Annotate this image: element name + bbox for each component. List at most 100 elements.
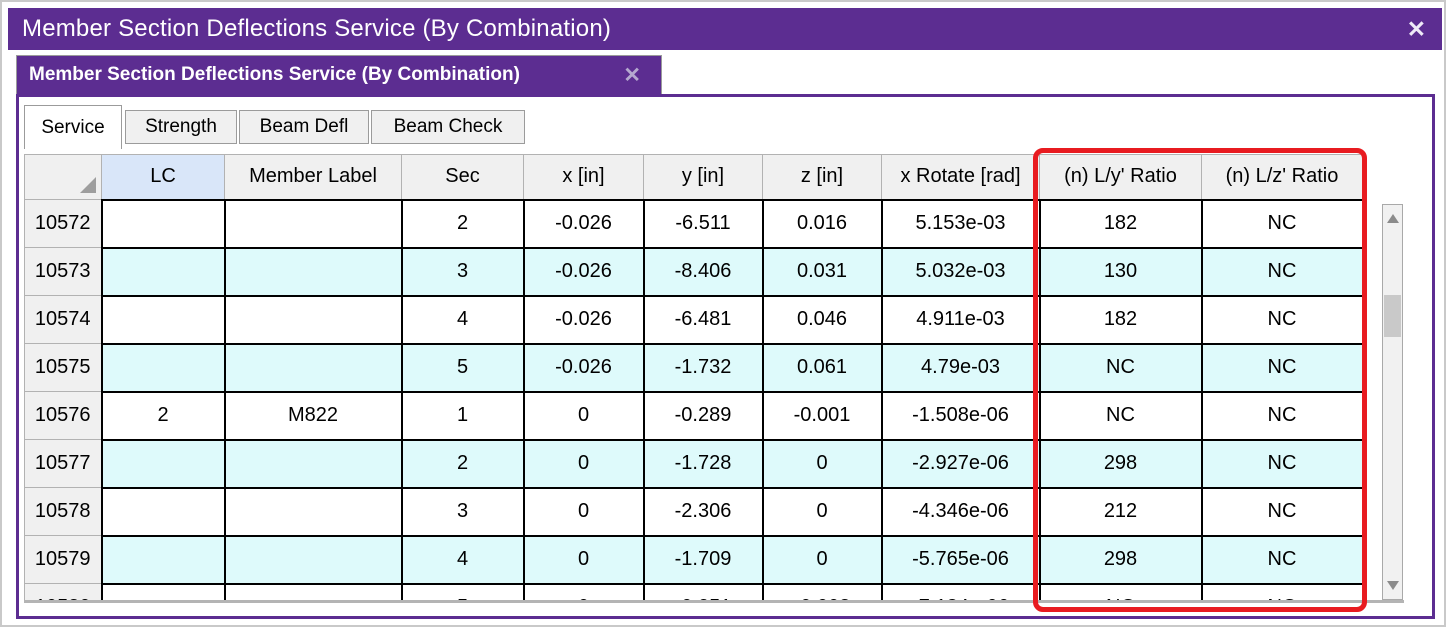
grid-cell[interactable]: 5.032e-03 — [880, 246, 1041, 297]
grid-cell[interactable]: 0 — [522, 438, 645, 489]
grid-cell[interactable]: 4 — [400, 534, 525, 585]
grid-cell[interactable]: -7.184e-06 — [880, 582, 1041, 600]
grid-cell[interactable] — [100, 246, 226, 297]
tab-strength[interactable]: Strength — [125, 110, 237, 144]
tab-beam-check[interactable]: Beam Check — [371, 110, 525, 144]
grid-cell[interactable]: -8.406 — [642, 246, 764, 297]
grid-cell[interactable] — [100, 438, 226, 489]
grid-col-header[interactable]: (n) L/y' Ratio — [1039, 154, 1202, 200]
grid-cell[interactable] — [223, 534, 403, 585]
grid-cell[interactable]: 2 — [100, 390, 226, 441]
grid-cell[interactable]: 1 — [400, 390, 525, 441]
grid-cell[interactable]: 0 — [761, 438, 883, 489]
grid-cell[interactable]: 182 — [1038, 294, 1203, 345]
grid-cell[interactable]: 3 — [400, 486, 525, 537]
grid-cell[interactable]: NC — [1200, 486, 1364, 537]
grid-cell[interactable]: -0.026 — [522, 246, 645, 297]
grid-cell[interactable]: 182 — [1038, 198, 1203, 249]
row-header-cell[interactable]: 10572 — [24, 199, 102, 248]
grid-cell[interactable]: M822 — [223, 390, 403, 441]
grid-cell[interactable]: -1.508e-06 — [880, 390, 1041, 441]
row-header-cell[interactable]: 10573 — [24, 247, 102, 296]
grid-cell[interactable]: 4.911e-03 — [880, 294, 1041, 345]
grid-cell[interactable]: -0.251 — [642, 582, 764, 600]
grid-cell[interactable]: 0 — [522, 534, 645, 585]
grid-cell[interactable] — [223, 294, 403, 345]
grid-cell[interactable] — [223, 582, 403, 600]
grid-cell[interactable]: NC — [1200, 342, 1364, 393]
grid-cell[interactable]: NC — [1200, 582, 1364, 600]
tab-service[interactable]: Service — [24, 105, 122, 149]
grid-cell[interactable]: 4.79e-03 — [880, 342, 1041, 393]
grid-cell[interactable]: 0 — [522, 582, 645, 600]
grid-cell[interactable]: 4 — [400, 294, 525, 345]
grid-cell[interactable]: 2 — [400, 198, 525, 249]
grid-cell[interactable]: -5.765e-06 — [880, 534, 1041, 585]
grid-cell[interactable]: 0.061 — [761, 342, 883, 393]
grid-cell[interactable] — [223, 198, 403, 249]
grid-cell[interactable]: 130 — [1038, 246, 1203, 297]
grid-col-header[interactable]: Member Label — [224, 154, 402, 200]
grid-cell[interactable]: -0.003 — [761, 582, 883, 600]
grid-cell[interactable]: -6.481 — [642, 294, 764, 345]
scroll-down-icon[interactable] — [1387, 581, 1399, 590]
row-header-cell[interactable]: 10578 — [24, 487, 102, 536]
row-header-cell[interactable]: 10576 — [24, 391, 102, 440]
grid-cell[interactable]: 0.046 — [761, 294, 883, 345]
grid-cell[interactable]: 5 — [400, 582, 525, 600]
grid-cell[interactable]: -2.927e-06 — [880, 438, 1041, 489]
grid-col-header[interactable]: (n) L/z' Ratio — [1201, 154, 1363, 200]
grid-cell[interactable] — [100, 198, 226, 249]
grid-cell[interactable]: NC — [1200, 390, 1364, 441]
grid-col-header[interactable]: z [in] — [762, 154, 882, 200]
grid-cell[interactable]: 0 — [522, 486, 645, 537]
grid-cell[interactable]: 298 — [1038, 534, 1203, 585]
document-tab-close-icon[interactable]: ✕ — [623, 63, 641, 87]
row-header-cell[interactable]: 10580 — [24, 583, 102, 600]
grid-cell[interactable]: NC — [1038, 342, 1203, 393]
grid-cell[interactable]: 0 — [761, 534, 883, 585]
scrollbar-thumb[interactable] — [1384, 295, 1401, 337]
grid-cell[interactable] — [223, 486, 403, 537]
grid-cell[interactable]: NC — [1200, 438, 1364, 489]
grid-cell[interactable]: -1.732 — [642, 342, 764, 393]
grid-col-header[interactable]: x Rotate [rad] — [881, 154, 1040, 200]
scroll-up-icon[interactable] — [1387, 214, 1399, 223]
grid-cell[interactable] — [223, 246, 403, 297]
grid-cell[interactable] — [223, 342, 403, 393]
grid-cell[interactable]: -0.289 — [642, 390, 764, 441]
grid-cell[interactable]: 5 — [400, 342, 525, 393]
tab-beam-defl[interactable]: Beam Defl — [239, 110, 369, 144]
row-header-cell[interactable]: 10577 — [24, 439, 102, 488]
grid-col-header[interactable]: LC — [101, 154, 225, 200]
grid-cell[interactable]: 0 — [522, 390, 645, 441]
row-header-cell[interactable]: 10575 — [24, 343, 102, 392]
grid-cell[interactable]: 3 — [400, 246, 525, 297]
grid-cell[interactable] — [100, 294, 226, 345]
grid-cell[interactable] — [100, 534, 226, 585]
grid-cell[interactable]: 0.031 — [761, 246, 883, 297]
grid-cell[interactable]: NC — [1038, 582, 1203, 600]
window-close-icon[interactable]: ✕ — [1406, 15, 1426, 42]
row-header-cell[interactable]: 10579 — [24, 535, 102, 584]
grid-cell[interactable]: 0.016 — [761, 198, 883, 249]
grid-cell[interactable]: NC — [1200, 534, 1364, 585]
document-tab[interactable]: Member Section Deflections Service (By C… — [16, 55, 662, 94]
grid-cell[interactable]: NC — [1038, 390, 1203, 441]
grid-col-header[interactable]: x [in] — [523, 154, 644, 200]
grid-cell[interactable]: NC — [1200, 294, 1364, 345]
grid-cell[interactable]: NC — [1200, 246, 1364, 297]
grid-cell[interactable]: -0.026 — [522, 342, 645, 393]
grid-cell[interactable] — [100, 342, 226, 393]
grid-cell[interactable]: -1.728 — [642, 438, 764, 489]
grid-cell[interactable]: 2 — [400, 438, 525, 489]
grid-cell[interactable]: -2.306 — [642, 486, 764, 537]
grid-cell[interactable]: -0.026 — [522, 198, 645, 249]
grid-corner-cell[interactable] — [24, 154, 102, 200]
vertical-scrollbar[interactable] — [1382, 204, 1403, 600]
grid-cell[interactable]: 0 — [761, 486, 883, 537]
grid-col-header[interactable]: y [in] — [643, 154, 763, 200]
grid-cell[interactable]: 212 — [1038, 486, 1203, 537]
grid-cell[interactable]: -0.001 — [761, 390, 883, 441]
grid-cell[interactable]: -4.346e-06 — [880, 486, 1041, 537]
